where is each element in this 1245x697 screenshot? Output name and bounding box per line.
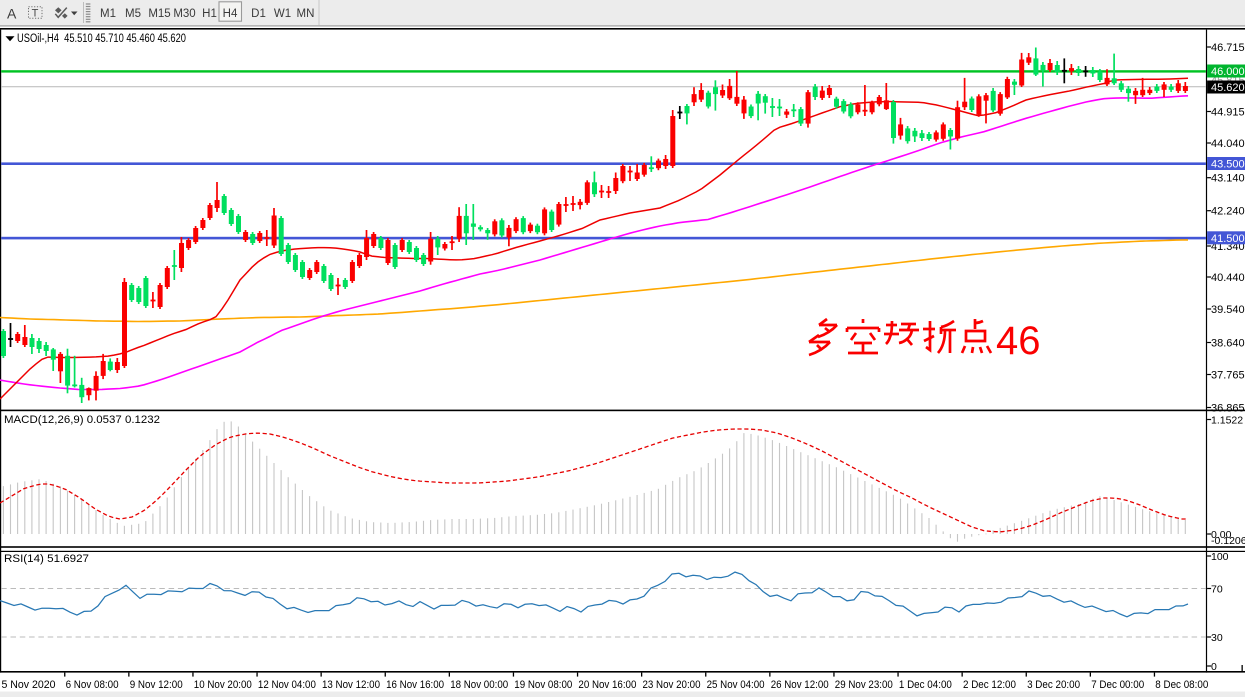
svg-text:M5: M5 — [125, 8, 141, 20]
svg-text:H4: H4 — [223, 8, 238, 20]
svg-text:A: A — [7, 6, 17, 22]
svg-text:23 Nov 20:00: 23 Nov 20:00 — [643, 679, 701, 691]
svg-text:37.765: 37.765 — [1211, 370, 1245, 382]
svg-text:RSI(14) 51.6927: RSI(14) 51.6927 — [4, 553, 89, 565]
svg-text:45.620: 45.620 — [1211, 82, 1245, 94]
svg-text:29 Nov 23:00: 29 Nov 23:00 — [835, 679, 893, 691]
svg-text:25 Nov 04:00: 25 Nov 04:00 — [707, 679, 765, 691]
svg-text:6 Nov 08:00: 6 Nov 08:00 — [66, 679, 119, 691]
svg-text:1.1522: 1.1522 — [1211, 415, 1243, 427]
svg-text:100: 100 — [1211, 551, 1229, 563]
svg-text:44.040: 44.040 — [1211, 138, 1245, 150]
svg-text:12 Nov 04:00: 12 Nov 04:00 — [258, 679, 316, 691]
svg-text:10 Nov 20:00: 10 Nov 20:00 — [194, 679, 252, 691]
svg-text:18 Nov 00:00: 18 Nov 00:00 — [450, 679, 508, 691]
svg-text:M15: M15 — [148, 8, 170, 20]
svg-text:43.500: 43.500 — [1211, 159, 1245, 171]
svg-text:MACD(12,26,9) 0.0537 0.1232: MACD(12,26,9) 0.0537 0.1232 — [4, 414, 160, 426]
svg-text:0: 0 — [1211, 661, 1217, 673]
svg-text:44.915: 44.915 — [1211, 107, 1245, 119]
svg-text:16 Nov 16:00: 16 Nov 16:00 — [386, 679, 444, 691]
svg-text:3 Dec 20:00: 3 Dec 20:00 — [1027, 679, 1080, 691]
svg-text:20 Nov 16:00: 20 Nov 16:00 — [578, 679, 636, 691]
svg-text:42.240: 42.240 — [1211, 206, 1245, 218]
svg-text:40.440: 40.440 — [1211, 272, 1245, 284]
svg-text:M30: M30 — [173, 8, 195, 20]
svg-text:2 Dec 12:00: 2 Dec 12:00 — [963, 679, 1016, 691]
svg-text:46: 46 — [996, 319, 1041, 363]
svg-text:M1: M1 — [100, 8, 116, 20]
svg-text:0.00: 0.00 — [1211, 529, 1232, 541]
svg-text:9 Nov 12:00: 9 Nov 12:00 — [130, 679, 183, 691]
svg-text:26 Nov 12:00: 26 Nov 12:00 — [771, 679, 829, 691]
svg-text:30: 30 — [1211, 632, 1223, 644]
svg-text:46.715: 46.715 — [1211, 42, 1245, 54]
svg-text:D1: D1 — [251, 8, 266, 20]
svg-text:W1: W1 — [274, 8, 291, 20]
svg-text:H1: H1 — [202, 8, 217, 20]
svg-text:8 Dec 08:00: 8 Dec 08:00 — [1155, 679, 1208, 691]
svg-text:39.540: 39.540 — [1211, 304, 1245, 316]
svg-text:-0.1206: -0.1206 — [1211, 535, 1245, 547]
svg-text:USOil-,H4 45.510 45.710 45.46: USOil-,H4 45.510 45.710 45.460 45.620 — [17, 33, 186, 45]
svg-text:1 Dec 04:00: 1 Dec 04:00 — [899, 679, 952, 691]
svg-text:43.140: 43.140 — [1211, 173, 1245, 185]
svg-text:36.865: 36.865 — [1211, 403, 1245, 415]
svg-text:MN: MN — [297, 8, 315, 20]
svg-text:5 Nov 2020: 5 Nov 2020 — [2, 679, 56, 691]
svg-text:19 Nov 08:00: 19 Nov 08:00 — [514, 679, 572, 691]
svg-text:70: 70 — [1211, 584, 1223, 596]
svg-text:7 Dec 00:00: 7 Dec 00:00 — [1091, 679, 1144, 691]
svg-text:T: T — [32, 8, 39, 20]
svg-text:13 Nov 12:00: 13 Nov 12:00 — [322, 679, 380, 691]
svg-text:38.640: 38.640 — [1211, 338, 1245, 350]
svg-text:41.500: 41.500 — [1211, 233, 1245, 245]
svg-text:46.000: 46.000 — [1211, 66, 1245, 78]
